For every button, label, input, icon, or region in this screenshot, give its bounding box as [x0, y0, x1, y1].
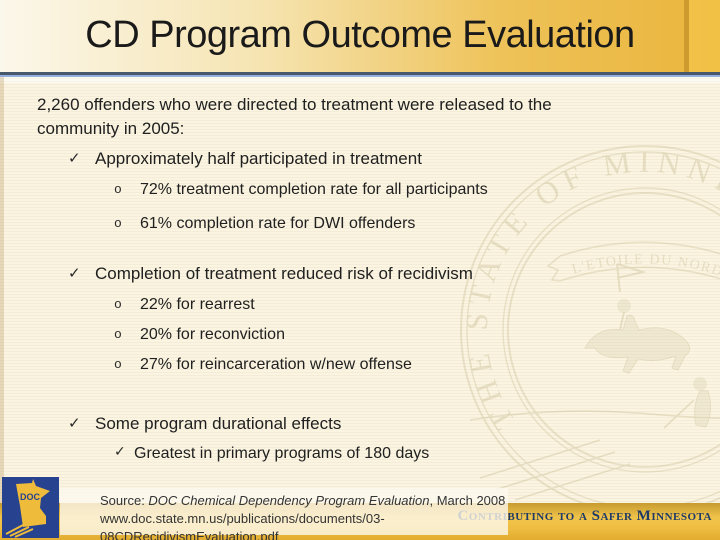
source-title: DOC Chemical Dependency Program Evaluati…	[148, 493, 430, 508]
title-shadow-strip	[684, 0, 689, 72]
logo-motion-streaks	[5, 523, 34, 538]
sub-bullet: 72% treatment completion rate for all pa…	[140, 181, 488, 198]
source-line: Source: DOC Chemical Dependency Program …	[100, 492, 540, 510]
logo-text: DOC	[20, 492, 41, 502]
doc-logo: DOC	[2, 477, 59, 538]
circle-bullet-icon: o	[114, 297, 122, 312]
source-date: , March 2008	[429, 493, 506, 508]
source-citation-box	[60, 488, 508, 535]
seal-scene	[469, 263, 720, 501]
title-separator-light	[0, 75, 720, 77]
circle-bullet-icon: o	[114, 327, 122, 342]
check-bullet-icon: ✓	[68, 264, 81, 282]
footer-tagline: Contributing to a Safer Minnesota	[457, 508, 712, 524]
bullet-heading: Some program durational effects	[95, 414, 342, 433]
source-url: www.doc.state.mn.us/publications/documen…	[100, 511, 385, 540]
sub-bullet: 61% completion rate for DWI offenders	[140, 215, 416, 232]
circle-bullet-icon: o	[114, 182, 122, 197]
source-prefix: Source:	[100, 493, 149, 508]
sub-bullet: 27% for reincarceration w/new offense	[140, 356, 412, 373]
source-citation-text: Source: DOC Chemical Dependency Program …	[100, 492, 540, 540]
bullet-heading: Approximately half participated in treat…	[95, 149, 422, 168]
check-bullet-icon: ✓	[68, 414, 81, 432]
seal-banner-ribbon	[546, 241, 720, 282]
check-bullet-icon: ✓	[114, 444, 126, 460]
sub-bullet: 20% for reconviction	[140, 326, 285, 343]
page-title: CD Program Outcome Evaluation	[85, 13, 635, 56]
circle-bullet-icon: o	[114, 357, 122, 372]
seal-arc-text: THE STATE OF MINNESOTA	[459, 143, 720, 435]
title-highlight-strip	[689, 0, 720, 72]
sub-bullet: 22% for rearrest	[140, 296, 255, 313]
slide-left-edge	[0, 77, 4, 504]
separator-pale-band	[0, 77, 720, 83]
seal-banner-text: L'ETOILE DU NORD	[570, 252, 720, 280]
sub-bullet: Greatest in primary programs of 180 days	[134, 445, 430, 462]
intro-text: 2,260 offenders who were directed to tre…	[37, 95, 552, 138]
check-bullet-icon: ✓	[68, 149, 81, 167]
circle-bullet-icon: o	[114, 216, 122, 231]
bullet-heading: Completion of treatment reduced risk of …	[95, 264, 473, 283]
title-separator-dark	[0, 72, 720, 75]
title-bar: CD Program Outcome Evaluation	[0, 0, 720, 72]
minnesota-shape	[16, 479, 50, 527]
